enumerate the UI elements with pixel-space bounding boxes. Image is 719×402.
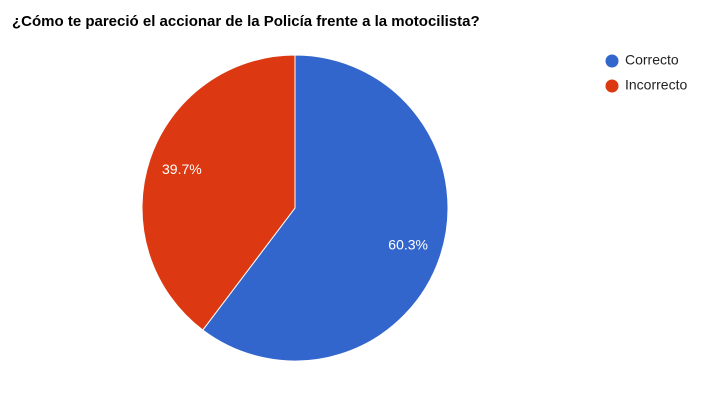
- legend-marker: [605, 54, 619, 68]
- legend-label: Incorrecto: [625, 77, 687, 93]
- legend-label: Correcto: [625, 52, 679, 68]
- slice-label: 60.3%: [388, 237, 428, 253]
- pie-slice: [202, 54, 449, 362]
- chart-title: ¿Cómo te pareció el accionar de la Polic…: [12, 13, 480, 30]
- legend-marker: [605, 79, 619, 93]
- slice-label: 39.7%: [162, 161, 202, 177]
- pie-slice: [141, 54, 296, 331]
